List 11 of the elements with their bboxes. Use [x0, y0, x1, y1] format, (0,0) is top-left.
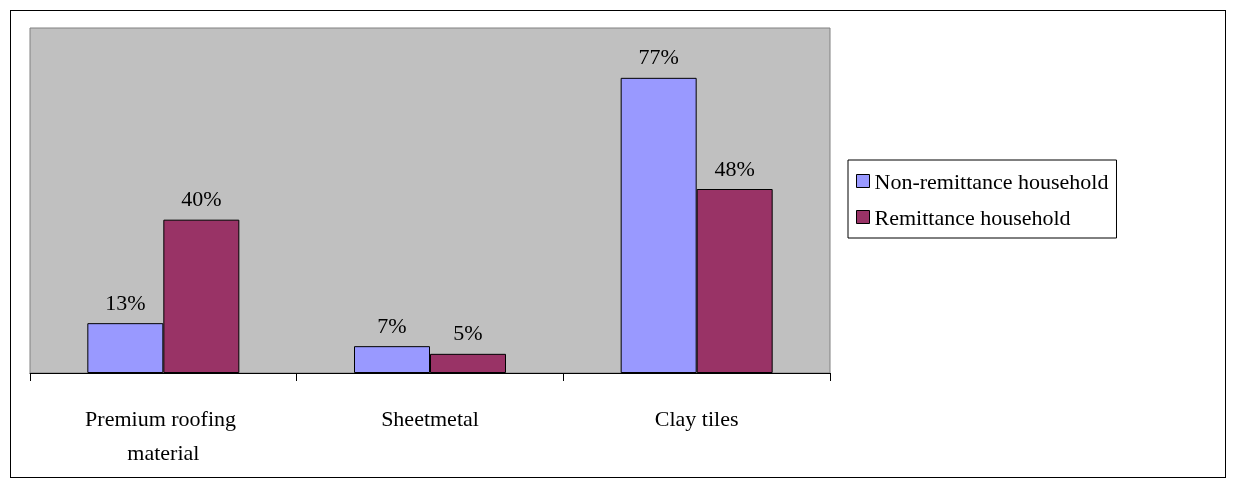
data-label: 40%	[181, 186, 222, 212]
data-label: 7%	[377, 312, 407, 338]
data-label: 77%	[638, 44, 679, 70]
legend-label: Non-remittance household	[874, 168, 1109, 194]
data-label: 48%	[714, 155, 755, 181]
x-tick-label: Sheetmetal	[381, 405, 479, 431]
x-tick-label: Clay tiles	[654, 405, 739, 431]
legend-label: Remittance household	[874, 204, 1071, 230]
data-label: 13%	[105, 289, 146, 315]
data-label: 5%	[453, 320, 483, 346]
x-tick-label: Premium roofing material	[85, 405, 242, 465]
